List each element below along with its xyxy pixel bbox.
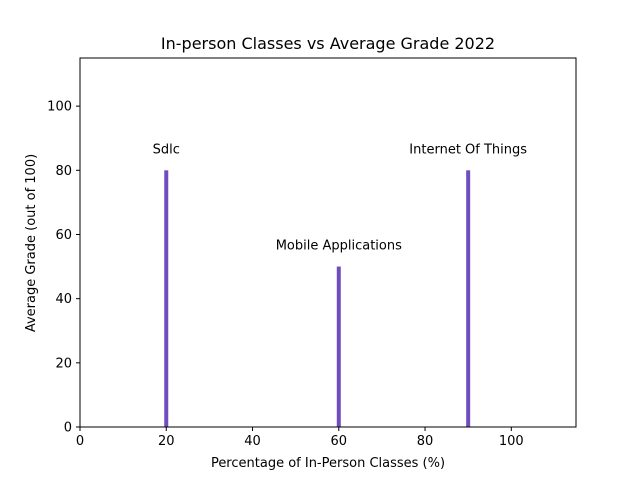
y-axis-label: Average Grade (out of 100) [24,154,39,332]
y-ticks-group: 0 20 40 60 80 100 [47,100,80,436]
y-tick-label: 60 [55,228,72,243]
y-tick-label: 40 [55,292,72,307]
plot-frame [79,57,577,428]
x-axis-label: Percentage of In-Person Classes (%) [211,456,445,471]
annotations-group: Sdlc Mobile Applications Internet Of Thing… [153,142,528,253]
bar [164,170,169,427]
bar [336,266,341,427]
x-tick-label: 20 [158,434,175,449]
x-tick-label: 60 [331,434,348,449]
x-tick-label: 0 [76,434,84,449]
bar [466,170,471,427]
x-tick-label: 100 [499,434,524,449]
y-tick-label: 20 [55,356,72,371]
x-tick-label: 80 [417,434,434,449]
y-tick-label: 80 [55,164,72,179]
bars-group [164,170,471,427]
bar-annotation: Mobile Applications [276,239,402,254]
x-ticks-group: 0 20 40 60 80 100 [76,427,524,449]
x-tick-label: 40 [244,434,261,449]
chart-title: In-person Classes vs Average Grade 2022 [161,34,495,53]
y-tick-label: 100 [47,100,72,115]
y-tick-label: 0 [64,421,72,436]
bar-annotation: Sdlc [153,142,180,157]
bar-annotation: Internet Of Things [409,142,527,157]
